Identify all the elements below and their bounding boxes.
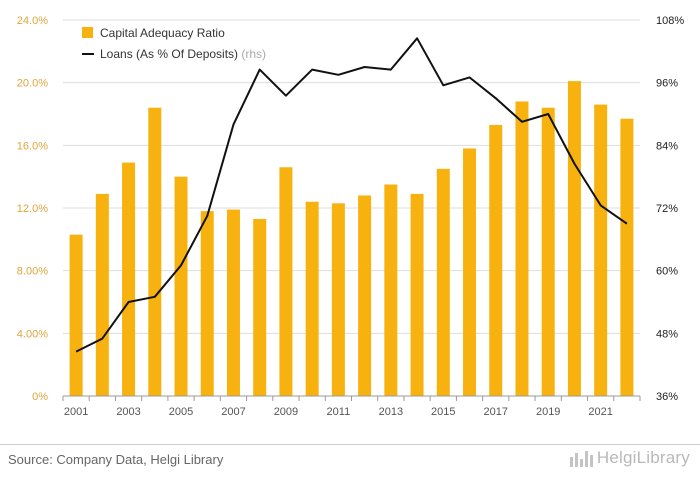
bar bbox=[620, 118, 634, 396]
bar bbox=[436, 168, 450, 396]
legend-label-line: Loans (As % Of Deposits) (rhs) bbox=[100, 47, 266, 61]
bar bbox=[463, 148, 477, 396]
y-right-tick-label: 108% bbox=[656, 15, 684, 27]
bar bbox=[305, 201, 319, 396]
y-left-tick-label: 0% bbox=[32, 391, 48, 403]
legend-label-bar: Capital Adequacy Ratio bbox=[100, 26, 225, 40]
x-tick-label: 2005 bbox=[169, 406, 193, 418]
logo-text: HelgiLibrary bbox=[596, 448, 690, 467]
bar bbox=[515, 101, 529, 396]
bar bbox=[69, 234, 83, 396]
x-tick-label: 2011 bbox=[327, 406, 351, 418]
bar bbox=[384, 184, 398, 396]
chart: 0% 4.00% 8.00% 12.0% 16.0% 20.0% 24.0% 36% 48% 60… bbox=[17, 15, 685, 418]
bar bbox=[95, 193, 109, 396]
bar bbox=[253, 218, 267, 396]
legend-swatch-bar bbox=[82, 27, 93, 38]
library-books-icon bbox=[569, 449, 593, 467]
x-tick-label: 2001 bbox=[64, 406, 88, 418]
y-right-tick-label: 60% bbox=[656, 266, 678, 278]
y-left-tick-label: 24.0% bbox=[17, 15, 48, 27]
y-left-tick-label: 8.00% bbox=[17, 266, 48, 278]
bar bbox=[410, 193, 424, 396]
x-tick-label: 2013 bbox=[379, 406, 403, 418]
footer-divider bbox=[0, 444, 700, 445]
helgi-library-logo[interactable]: HelgiLibrary bbox=[569, 448, 690, 468]
source-note: Source: Company Data, Helgi Library bbox=[8, 452, 224, 467]
y-right-tick-label: 96% bbox=[656, 78, 678, 90]
bar bbox=[331, 203, 345, 396]
x-tick-label: 2017 bbox=[484, 406, 508, 418]
bar bbox=[541, 107, 555, 396]
y-right-tick-label: 72% bbox=[656, 203, 678, 215]
legend-rhs-suffix: (rhs) bbox=[241, 47, 266, 61]
bar bbox=[226, 209, 240, 396]
y-left-tick-label: 4.00% bbox=[17, 328, 48, 340]
y-right-tick-label: 84% bbox=[656, 140, 678, 152]
bar bbox=[567, 81, 581, 396]
bar bbox=[174, 176, 188, 396]
line-series-loans bbox=[75, 37, 628, 353]
x-tick-label: 2019 bbox=[536, 406, 560, 418]
bar bbox=[122, 162, 136, 396]
bar bbox=[358, 195, 372, 396]
bar bbox=[594, 104, 608, 396]
y-left-tick-label: 16.0% bbox=[17, 140, 48, 152]
y-left-tick-label: 12.0% bbox=[17, 203, 48, 215]
x-tick-label: 2021 bbox=[588, 406, 612, 418]
x-tick-label: 2009 bbox=[274, 406, 298, 418]
x-tick-label: 2003 bbox=[116, 406, 140, 418]
x-tick-label: 2015 bbox=[431, 406, 455, 418]
y-left-tick-label: 20.0% bbox=[17, 78, 48, 90]
y-right-tick-label: 36% bbox=[656, 391, 678, 403]
y-right-tick-label: 48% bbox=[656, 328, 678, 340]
x-tick-label: 2007 bbox=[221, 406, 245, 418]
bar bbox=[148, 107, 162, 396]
bar bbox=[200, 211, 214, 396]
bar bbox=[489, 124, 503, 396]
bar bbox=[279, 167, 293, 396]
